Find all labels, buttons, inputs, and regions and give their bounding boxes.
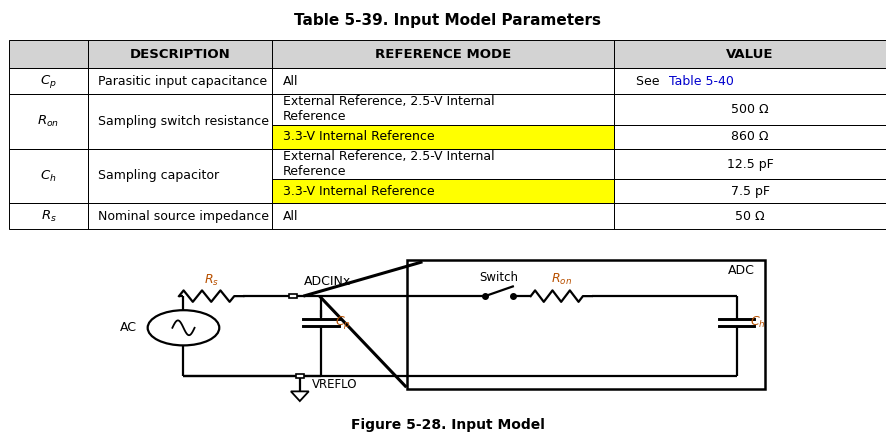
Bar	[407, 260, 764, 389]
Bar	[88, 68, 272, 94]
Bar	[272, 149, 613, 180]
Bar	[272, 203, 613, 229]
Text: Sampling switch resistance: Sampling switch resistance	[98, 114, 269, 128]
Bar	[88, 149, 272, 203]
Bar	[9, 149, 88, 203]
Bar	[9, 68, 88, 94]
Text: $R_{on}$: $R_{on}$	[38, 114, 59, 128]
Bar	[613, 125, 885, 149]
Bar	[272, 40, 613, 68]
Text: 3.3-V Internal Reference: 3.3-V Internal Reference	[283, 185, 434, 198]
Text: $C_p$: $C_p$	[334, 314, 350, 331]
Text: External Reference, 2.5-V Internal
Reference: External Reference, 2.5-V Internal Refer…	[283, 150, 493, 178]
Bar	[9, 94, 88, 149]
Bar	[88, 94, 272, 149]
Bar	[88, 40, 272, 68]
Bar	[88, 68, 272, 94]
Bar	[272, 68, 613, 94]
Bar	[613, 40, 885, 68]
Bar	[288, 294, 297, 298]
Bar	[9, 203, 88, 229]
Bar	[272, 180, 613, 203]
Bar	[296, 374, 304, 378]
Bar	[9, 94, 88, 149]
Bar	[613, 149, 885, 180]
Bar	[9, 40, 88, 68]
Bar	[9, 149, 88, 203]
Bar	[613, 40, 885, 68]
Text: Switch: Switch	[479, 271, 518, 284]
Text: 7.5 pF: 7.5 pF	[730, 185, 769, 198]
Bar	[613, 203, 885, 229]
Bar	[272, 40, 613, 68]
Bar	[613, 180, 885, 203]
Polygon shape	[291, 392, 308, 401]
Text: $R_{on}$: $R_{on}$	[550, 272, 571, 287]
Text: Figure 5-28. Input Model: Figure 5-28. Input Model	[350, 418, 544, 432]
Bar	[272, 203, 613, 229]
Text: DESCRIPTION: DESCRIPTION	[130, 48, 230, 61]
Text: See: See	[636, 74, 662, 88]
Bar	[272, 94, 613, 125]
Bar	[613, 149, 885, 180]
Text: VALUE: VALUE	[726, 48, 773, 61]
Bar	[272, 125, 613, 149]
Bar	[88, 149, 272, 203]
Text: $C_h$: $C_h$	[749, 315, 765, 330]
Bar	[272, 149, 613, 180]
Bar	[613, 203, 885, 229]
Bar	[9, 68, 88, 94]
Text: 860 Ω: 860 Ω	[730, 130, 768, 143]
Text: $R_s$: $R_s$	[40, 209, 56, 224]
Text: REFERENCE MODE: REFERENCE MODE	[375, 48, 510, 61]
Text: All: All	[283, 74, 298, 88]
Bar	[613, 94, 885, 125]
Text: ADCINx: ADCINx	[304, 275, 351, 288]
Bar	[272, 94, 613, 125]
Bar	[272, 180, 613, 203]
Bar	[88, 203, 272, 229]
Text: $C_h$: $C_h$	[40, 169, 56, 183]
Text: $R_s$: $R_s$	[204, 273, 218, 288]
Bar	[613, 94, 885, 125]
Text: 3.3-V Internal Reference: 3.3-V Internal Reference	[283, 130, 434, 143]
Bar	[272, 125, 613, 149]
Bar	[9, 203, 88, 229]
Text: 50 Ω: 50 Ω	[735, 209, 764, 223]
Text: AC: AC	[120, 321, 137, 334]
Text: All: All	[283, 209, 298, 223]
Text: VREFLO: VREFLO	[312, 378, 358, 391]
Bar	[9, 40, 88, 68]
Bar	[613, 180, 885, 203]
Bar	[613, 125, 885, 149]
Text: External Reference, 2.5-V Internal
Reference: External Reference, 2.5-V Internal Refer…	[283, 95, 493, 123]
Text: 500 Ω: 500 Ω	[730, 103, 768, 116]
Bar	[88, 203, 272, 229]
Bar	[613, 68, 885, 94]
Text: ADC: ADC	[727, 264, 754, 277]
Text: Table 5-39. Input Model Parameters: Table 5-39. Input Model Parameters	[293, 13, 601, 28]
Bar	[88, 94, 272, 149]
Bar	[613, 68, 885, 94]
Bar	[88, 40, 272, 68]
Text: Sampling capacitor: Sampling capacitor	[98, 169, 219, 183]
Text: Table 5-40: Table 5-40	[668, 74, 732, 88]
Text: Parasitic input capacitance: Parasitic input capacitance	[98, 74, 267, 88]
Bar	[272, 68, 613, 94]
Text: 12.5 pF: 12.5 pF	[726, 158, 772, 171]
Text: Nominal source impedance: Nominal source impedance	[98, 209, 269, 223]
Text: $C_p$: $C_p$	[40, 73, 56, 89]
